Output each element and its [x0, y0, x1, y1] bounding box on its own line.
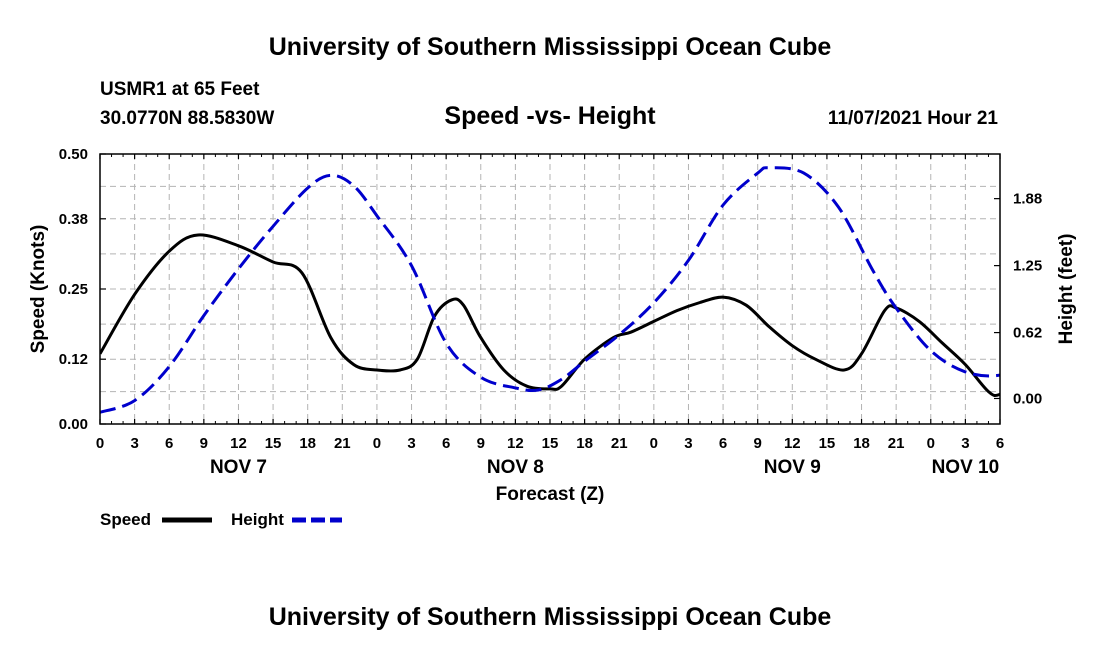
station-label: USMR1 at 65 Feet: [100, 79, 260, 100]
day-label: NOV 7: [210, 457, 267, 478]
x-tick-label: 21: [611, 435, 628, 452]
x-tick-label: 15: [542, 435, 559, 452]
y-right-tick-label: 1.25: [1013, 258, 1042, 275]
series-lines: [100, 166, 1000, 414]
x-tick-label: 0: [96, 435, 104, 452]
chart-title: Speed -vs- Height: [444, 102, 656, 130]
x-tick-label: 0: [650, 435, 658, 452]
y-axis-left: 0.00 0.12 0.25 0.38 0.50: [59, 146, 106, 433]
x-tick-label: 3: [961, 435, 969, 452]
x-tick-label: 6: [719, 435, 727, 452]
y-axis-left-label: Speed (Knots): [28, 225, 49, 354]
y-axis-right: 0.00 0.62 1.25 1.88: [994, 191, 1042, 407]
x-tick-label: 0: [373, 435, 381, 452]
x-axis: 0 3 6 9 12 15 18 21 0 3 6 9 12 15 18 21 0 3 6 9 12 15 18 21 0 3 6: [96, 154, 1004, 452]
x-tick-label: 3: [130, 435, 138, 452]
timestamp-label: 11/07/2021 Hour 21: [828, 108, 998, 129]
x-tick-label: 9: [200, 435, 208, 452]
legend-label-speed: Speed: [100, 510, 151, 529]
day-label: NOV 9: [764, 457, 821, 478]
x-tick-label: 15: [265, 435, 282, 452]
grid-lines: [100, 154, 1000, 424]
coordinates-label: 30.0770N 88.5830W: [100, 108, 274, 129]
y-left-tick-label: 0.12: [59, 351, 88, 368]
x-tick-label: 18: [299, 435, 316, 452]
x-tick-label: 15: [819, 435, 836, 452]
x-tick-label: 12: [507, 435, 524, 452]
footer-title: University of Southern Mississippi Ocean…: [269, 603, 832, 631]
y-left-tick-label: 0.00: [59, 416, 88, 433]
x-tick-label: 3: [407, 435, 415, 452]
day-label: NOV 8: [487, 457, 544, 478]
y-right-tick-label: 0.00: [1013, 390, 1042, 407]
y-right-tick-label: 1.88: [1013, 191, 1042, 208]
x-tick-label: 9: [754, 435, 762, 452]
x-tick-label: 21: [888, 435, 905, 452]
x-tick-label: 0: [927, 435, 935, 452]
x-tick-label: 12: [230, 435, 247, 452]
x-tick-label: 6: [165, 435, 173, 452]
x-tick-label: 18: [853, 435, 870, 452]
x-tick-label: 12: [784, 435, 801, 452]
y-axis-right-label: Height (feet): [1056, 234, 1077, 345]
y-left-tick-label: 0.50: [59, 146, 88, 163]
x-tick-label: 6: [442, 435, 450, 452]
x-tick-label: 6: [996, 435, 1004, 452]
day-labels: NOV 7 NOV 8 NOV 9 NOV 10: [210, 457, 999, 478]
y-left-tick-label: 0.25: [59, 281, 88, 298]
page-title: University of Southern Mississippi Ocean…: [269, 33, 832, 61]
legend-label-height: Height: [231, 510, 284, 529]
x-tick-label: 18: [576, 435, 593, 452]
legend: Speed Height: [100, 510, 342, 529]
x-tick-label: 21: [334, 435, 351, 452]
series-line-speed: [100, 233, 1000, 398]
series-line-height: [100, 166, 1000, 414]
x-tick-label: 9: [477, 435, 485, 452]
x-tick-label: 3: [684, 435, 692, 452]
y-right-tick-label: 0.62: [1013, 325, 1042, 342]
x-axis-label: Forecast (Z): [496, 484, 605, 505]
day-label: NOV 10: [932, 457, 1000, 478]
y-left-tick-label: 0.38: [59, 211, 88, 228]
